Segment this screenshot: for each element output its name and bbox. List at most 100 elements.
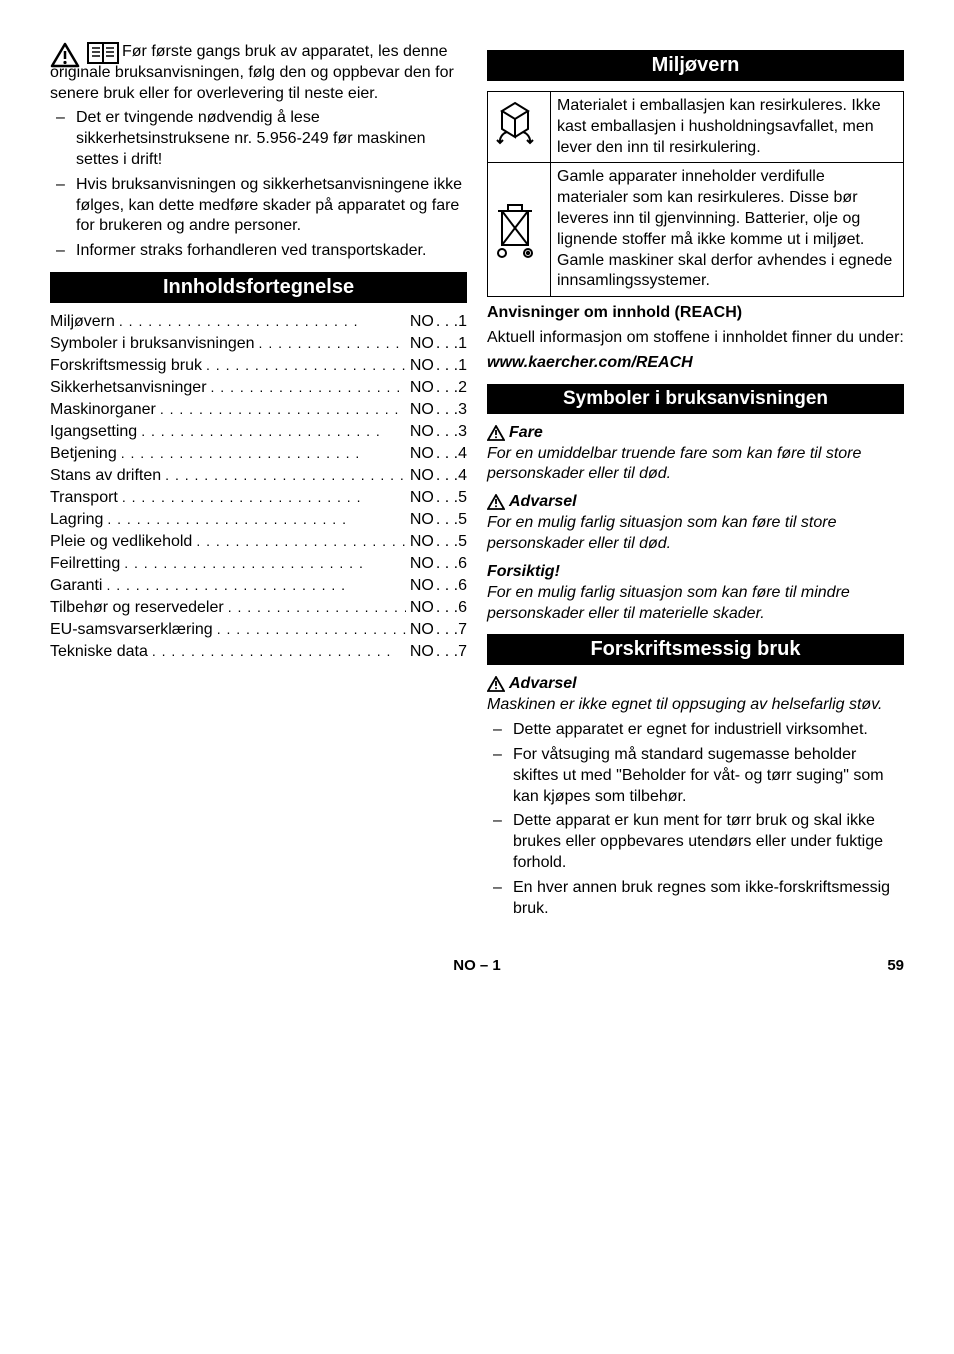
env-table: Materialet i emballasjen kan resirkulere… [487,91,904,297]
toc-code: NO [410,357,434,375]
toc-code: NO [410,335,434,353]
reach-body: Aktuell informasjon om stoffene i innhol… [487,328,904,349]
toc-dots [119,313,406,326]
toc-dots [124,555,406,568]
toc-dots [228,599,406,612]
toc-row: Lagring NO5 [50,511,467,529]
toc: MiljøvernNO1Symboler i bruksanvisningenN… [50,313,467,661]
toc-dots [160,401,406,414]
toc-label: Sikkerhetsanvisninger [50,379,207,397]
toc-code: NO [410,621,434,639]
toc-dots [122,489,406,502]
toc-row: Betjening NO4 [50,445,467,463]
toc-row: IgangsettingNO3 [50,423,467,441]
toc-page: 4 [436,467,467,485]
toc-heading: Innholdsfortegnelse [50,272,467,303]
toc-row: Sikkerhetsanvisninger NO2 [50,379,467,397]
toc-label: Tilbehør og reservedeler [50,599,224,617]
toc-code: NO [410,423,434,441]
toc-page: 5 [436,533,467,551]
toc-page: 6 [436,555,467,573]
toc-label: Stans av driften [50,467,161,485]
use-advarsel-body: Maskinen er ikke egnet til oppsuging av … [487,695,904,716]
footer-page-number: 59 [844,957,904,974]
toc-page: 1 [436,335,467,353]
symbols-heading: Symboler i bruksanvisningen [487,384,904,414]
reach-head: Anvisninger om innhold (REACH) [487,303,904,324]
recycle-icon [488,92,551,163]
toc-label: EU-samsvarserklæring [50,621,213,639]
footer-center: NO – 1 [110,957,844,974]
toc-code: NO [410,489,434,507]
toc-row: Maskinorganer NO3 [50,401,467,419]
toc-code: NO [410,401,434,419]
toc-code: NO [410,379,434,397]
list-item: For våtsuging må standard sugemasse beho… [487,745,904,807]
toc-page: 1 [436,357,467,375]
toc-dots [106,577,405,590]
toc-dots [211,379,406,392]
toc-code: NO [410,555,434,573]
list-item: Dette apparatet er egnet for industriell… [487,720,904,741]
toc-page: 2 [436,379,467,397]
toc-code: NO [410,445,434,463]
toc-page: 6 [436,599,467,617]
toc-row: Pleie og vedlikehold NO5 [50,533,467,551]
toc-code: NO [410,467,434,485]
forsiktig-body: For en mulig farlig situasjon som kan fø… [487,583,904,625]
toc-row: Stans av driften NO4 [50,467,467,485]
toc-row: GarantiNO6 [50,577,467,595]
list-item: Det er tvingende nødvendig å lese sikker… [50,108,467,170]
list-item: En hver annen bruk regnes som ikke-forsk… [487,878,904,920]
list-item: Hvis bruksanvisningen og sikkerhetsanvis… [50,175,467,237]
toc-label: Maskinorganer [50,401,156,419]
toc-label: Miljøvern [50,313,115,331]
toc-dots [152,643,406,656]
toc-dots [259,335,406,348]
env-text-2: Gamle apparater inneholder verdifulle ma… [551,163,904,297]
env-heading: Miljøvern [487,50,904,81]
toc-dots [141,423,406,436]
toc-row: EU-samsvarserklæring NO7 [50,621,467,639]
toc-label: Lagring [50,511,103,529]
bin-icon [488,163,551,297]
toc-dots [121,445,406,458]
toc-label: Garanti [50,577,102,595]
toc-code: NO [410,643,434,661]
forsiktig-head: Forsiktig! [487,563,904,581]
toc-code: NO [410,511,434,529]
toc-label: Betjening [50,445,117,463]
toc-dots [217,621,406,634]
toc-dots [165,467,406,480]
toc-page: 7 [436,643,467,661]
reach-link: www.kaercher.com/REACH [487,353,904,374]
toc-page: 5 [436,511,467,529]
list-item: Dette apparat er kun ment for tørr bruk … [487,811,904,873]
toc-page: 5 [436,489,467,507]
list-item: Informer straks forhandleren ved transpo… [50,241,467,262]
toc-page: 1 [436,313,467,331]
toc-code: NO [410,533,434,551]
toc-label: Transport [50,489,118,507]
toc-page: 3 [436,423,467,441]
toc-row: Tilbehør og reservedeler NO6 [50,599,467,617]
toc-dots [107,511,405,524]
toc-page: 4 [436,445,467,463]
toc-label: Forskriftsmessig bruk [50,357,202,375]
toc-row: MiljøvernNO1 [50,313,467,331]
toc-label: Tekniske data [50,643,148,661]
advarsel-body: For en mulig farlig situasjon som kan fø… [487,513,904,555]
fare-body: For en umiddelbar truende fare som kan f… [487,444,904,486]
advarsel-head: Advarsel [487,493,904,511]
toc-row: FeilrettingNO6 [50,555,467,573]
toc-label: Pleie og vedlikehold [50,533,192,551]
intro-bullets: Det er tvingende nødvendig å lese sikker… [50,108,467,262]
toc-row: Forskriftsmessig bruk NO1 [50,357,467,375]
toc-label: Symboler i bruksanvisningen [50,335,255,353]
toc-page: 7 [436,621,467,639]
toc-page: 3 [436,401,467,419]
page-footer: NO – 1 59 [50,957,904,974]
toc-dots [196,533,406,546]
toc-dots [206,357,406,370]
toc-code: NO [410,599,434,617]
